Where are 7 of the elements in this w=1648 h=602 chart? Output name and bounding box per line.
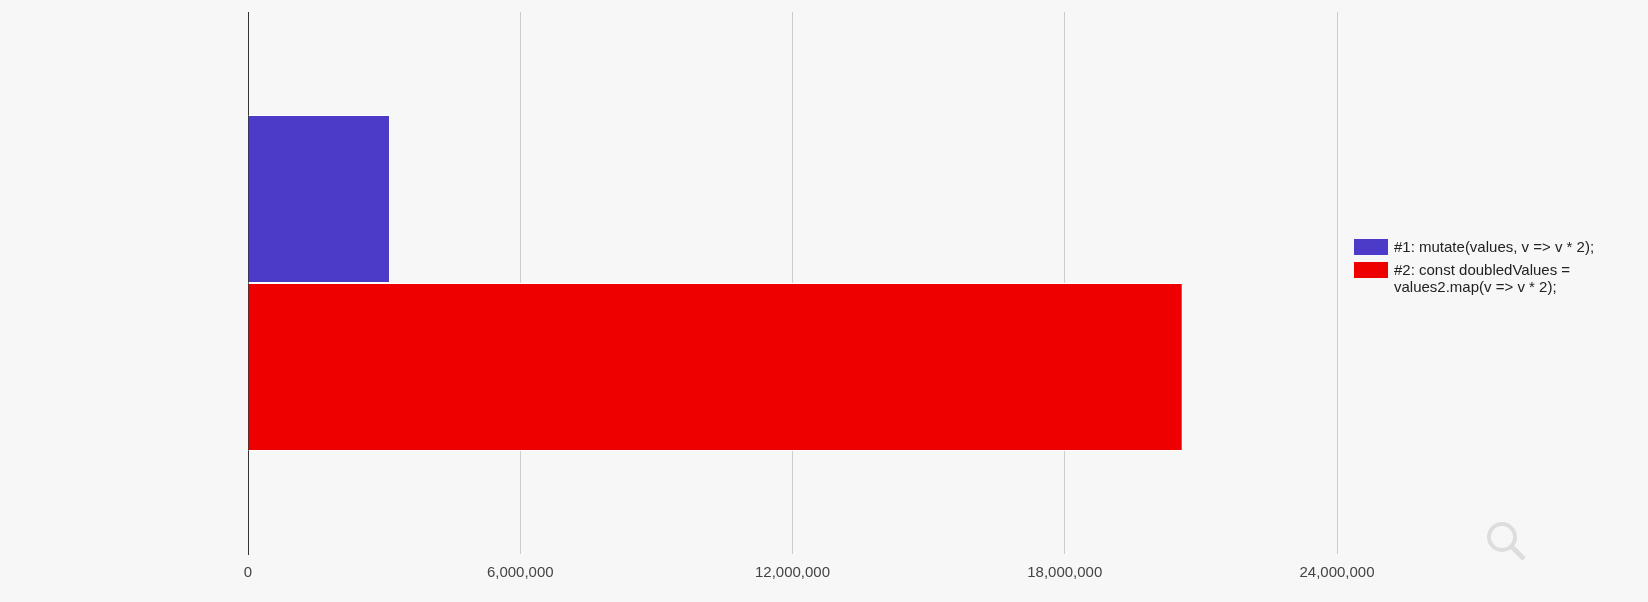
x-tick-label: 12,000,000 bbox=[754, 563, 831, 581]
legend-label: #1: mutate(values, v => v * 2); bbox=[1394, 238, 1595, 255]
x-tick-label: 0 bbox=[243, 563, 253, 581]
x-tick-label: 18,000,000 bbox=[1027, 563, 1103, 581]
x-tick-label: 24,000,000 bbox=[1299, 563, 1375, 581]
legend-label: #2: const doubledValues = values2.map(v => v * 2); bbox=[1394, 261, 1572, 295]
x-tick-label: 6,000,000 bbox=[486, 563, 554, 581]
